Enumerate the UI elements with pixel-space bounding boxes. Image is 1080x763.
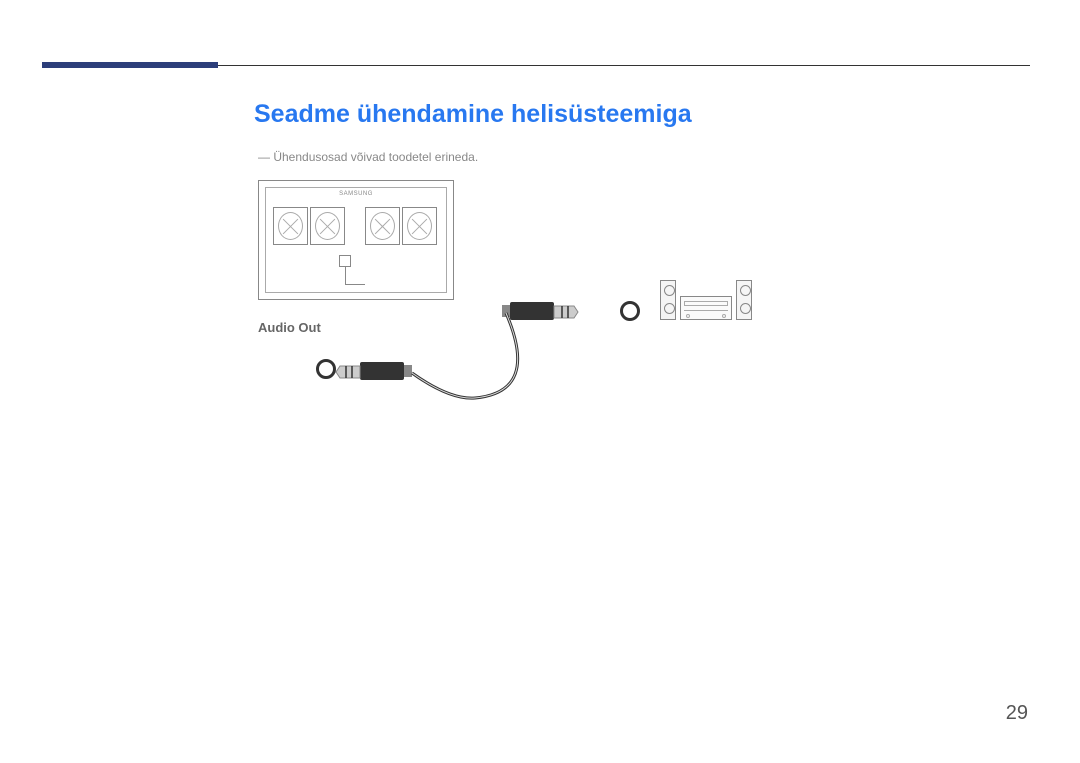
receiver-knob-icon: [722, 314, 726, 318]
brand-label: SAMSUNG: [339, 191, 373, 197]
jack-plug-left-icon: [336, 362, 412, 380]
vent-icon: [310, 207, 345, 245]
note-text: ― Ühendusosad võivad toodetel erineda.: [258, 150, 478, 164]
header-divider: [218, 65, 1030, 66]
vent-icon: [402, 207, 437, 245]
jack-plug-right-icon: [502, 302, 578, 320]
note-prefix: ―: [258, 150, 270, 164]
receiver-knob-icon: [686, 314, 690, 318]
vent-group-left: [273, 207, 347, 247]
receiver-slot: [684, 301, 728, 306]
vent-group-right: [365, 207, 439, 247]
accent-bar: [42, 62, 218, 68]
vent-icon: [365, 207, 400, 245]
speaker-left-icon: [660, 280, 676, 320]
vent-icon: [273, 207, 308, 245]
speaker-right-icon: [736, 280, 752, 320]
receiver-line: [684, 310, 728, 311]
audio-cable-diagram: [300, 280, 640, 410]
cable-path: [412, 313, 518, 398]
page-number: 29: [1006, 702, 1028, 725]
page-heading: Seadme ühendamine helisüsteemiga: [254, 100, 692, 129]
receiver-icon: [680, 296, 732, 320]
cable-highlight: [412, 313, 518, 398]
note-content: Ühendusosad võivad toodetel erineda.: [273, 150, 478, 164]
